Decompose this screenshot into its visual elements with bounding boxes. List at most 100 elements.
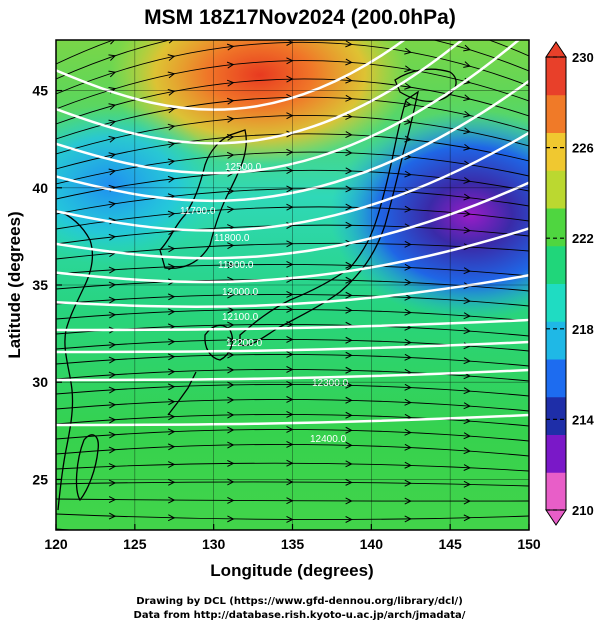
x-tick-label: 150	[517, 536, 541, 552]
streamline-arrow	[345, 460, 353, 468]
streamline-arrow	[167, 413, 176, 421]
streamline-arrow	[345, 351, 353, 359]
streamline-arrow	[227, 553, 233, 559]
streamline-arrow	[463, 177, 471, 184]
streamline-arrow	[167, 338, 176, 346]
plot-area: 11700.0 11800.0 11900.0 12000.0 12100.0 …	[56, 29, 529, 576]
streamline	[56, 40, 529, 80]
streamline-arrow	[167, 308, 176, 316]
colorbar-tick-label: 210	[572, 503, 594, 518]
streamline-arrow	[345, 76, 353, 84]
height-contour	[56, 181, 529, 260]
streamline-arrow	[346, 554, 352, 560]
streamline-arrow	[227, 496, 235, 504]
colorbar-segment	[546, 208, 566, 247]
streamline-arrow	[108, 431, 117, 439]
streamline-arrow	[404, 65, 412, 73]
streamline-arrow	[108, 233, 117, 241]
height-contour	[56, 413, 529, 427]
streamline-arrow	[227, 366, 235, 374]
streamline-arrow	[404, 428, 412, 436]
height-contour	[56, 40, 521, 175]
height-contour	[56, 340, 529, 354]
chart-title: MSM 18Z17Nov2024 (200.0hPa)	[144, 6, 456, 29]
streamline-arrow	[463, 29, 470, 35]
streamline-arrow	[345, 478, 353, 486]
colorbar-segment	[546, 472, 566, 511]
streamline-arrow	[227, 396, 235, 404]
streamline-arrow	[167, 210, 176, 218]
streamline-arrow	[345, 112, 353, 120]
streamline-arrow	[167, 428, 176, 436]
streamline-arrow	[167, 514, 176, 522]
streamline-arrow	[463, 143, 471, 151]
streamline-arrow	[168, 496, 176, 504]
x-tick-label: 125	[123, 536, 147, 552]
streamline-arrow	[226, 79, 235, 87]
height-contour	[56, 40, 464, 145]
streamline-arrow	[167, 353, 176, 361]
streamline-arrow	[226, 151, 235, 159]
x-axis-label: Longitude (degrees)	[210, 561, 373, 580]
colorbar-segment	[546, 321, 566, 360]
streamline-arrow	[227, 206, 235, 213]
contour-label-11900: 11900.0	[218, 260, 254, 271]
streamline-arrow	[227, 426, 235, 434]
y-tick-label: 35	[32, 277, 48, 293]
west-cool-region	[56, 105, 220, 265]
streamline-arrow	[463, 193, 471, 201]
streamline-arrow	[345, 381, 353, 389]
streamline-arrow	[345, 516, 353, 523]
streamline-arrow	[464, 532, 470, 538]
streamline-arrow	[108, 168, 117, 176]
streamline-arrow	[463, 110, 471, 118]
streamline-arrow	[227, 441, 235, 449]
streamline-arrow	[404, 479, 412, 487]
streamline-arrow	[404, 353, 412, 361]
streamline-arrow	[404, 82, 412, 90]
height-contour	[56, 227, 529, 284]
streamline-arrow	[167, 158, 176, 166]
streamline-arrow	[345, 40, 353, 48]
streamline-arrow	[463, 226, 471, 234]
streamline-arrow	[463, 402, 471, 410]
streamline-arrow	[463, 44, 471, 52]
streamline-arrow	[345, 366, 353, 374]
streamline-arrow	[167, 141, 176, 148]
contour-label-12100: 12100.0	[222, 312, 259, 323]
streamline-arrow	[345, 149, 353, 157]
streamline-arrow	[108, 446, 117, 454]
streamline-arrow	[405, 570, 411, 576]
streamline-arrow	[345, 336, 353, 344]
streamline-arrow	[108, 54, 117, 61]
streamline-arrow	[108, 341, 117, 349]
contour-label-12500: 12500.0	[225, 162, 262, 173]
streamline-arrow	[227, 381, 235, 389]
x-tick-label: 135	[281, 536, 305, 552]
streamline-arrow	[108, 496, 117, 503]
streamline-arrow	[108, 463, 117, 470]
contour-label-11700: 11700.0	[180, 206, 216, 217]
gridlines	[56, 40, 529, 530]
colorbar-segment	[546, 170, 566, 209]
streamline-arrow	[108, 386, 117, 394]
streamline-arrow	[463, 94, 471, 102]
streamline-arrow	[227, 321, 235, 329]
streamline-arrow	[404, 338, 412, 346]
x-tick-label: 145	[438, 536, 462, 552]
coastline-korea	[159, 129, 247, 269]
credit-line-2: Data from http://database.rish.kyoto-u.a…	[133, 610, 466, 621]
streamline-arrow	[404, 443, 412, 451]
streamline-arrow	[108, 401, 117, 409]
streamline-arrow	[227, 242, 235, 250]
y-axis-ticks: 25 30 35 40 45	[32, 83, 62, 487]
coastline-taiwan	[75, 434, 99, 502]
contour-label-11800: 11800.0	[214, 233, 250, 244]
streamline-arrow	[463, 297, 471, 305]
streamline-arrow	[227, 351, 235, 359]
x-tick-label: 140	[360, 536, 384, 552]
colorbar-segment	[546, 94, 566, 133]
streamline-arrow	[167, 123, 176, 131]
streamline-arrow	[108, 103, 117, 110]
streamline-arrow	[227, 261, 235, 269]
